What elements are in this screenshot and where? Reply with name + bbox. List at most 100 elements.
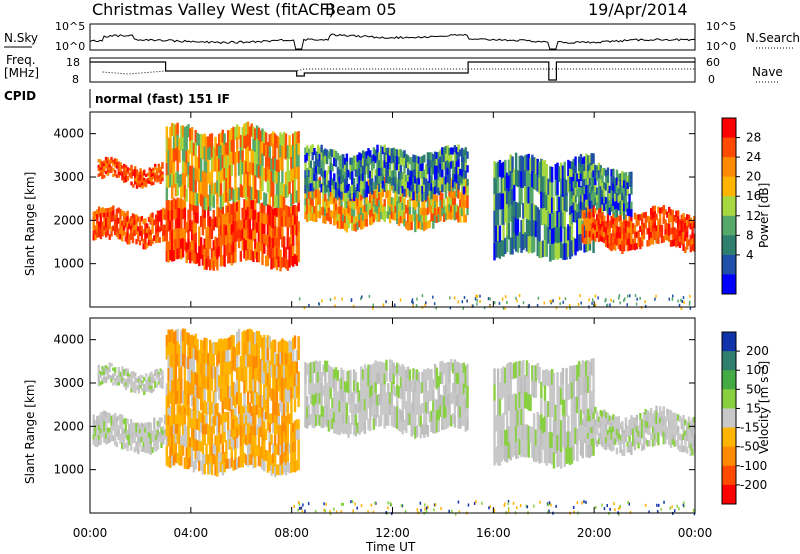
scatter-cell	[176, 171, 179, 184]
scatter-cell	[297, 231, 300, 242]
scatter-cell	[275, 464, 279, 476]
scatter-cell	[417, 163, 421, 172]
scatter-cell	[232, 231, 235, 243]
scatter-cell	[388, 183, 392, 191]
scatter-cell	[331, 397, 334, 409]
noise-speck	[334, 296, 336, 300]
scatter-cell	[442, 199, 446, 207]
scatter-cell	[399, 366, 403, 378]
scatter-cell	[361, 220, 365, 229]
scatter-cell	[608, 207, 611, 216]
scatter-cell	[266, 204, 270, 215]
scatter-cell	[446, 383, 449, 396]
scatter-cell	[414, 403, 417, 416]
scatter-cell	[277, 444, 280, 456]
scatter-cell	[583, 218, 586, 226]
scatter-cell	[198, 421, 201, 432]
scatter-cell	[329, 418, 332, 430]
scatter-cell	[99, 438, 103, 445]
scatter-cell	[230, 151, 234, 165]
scatter-cell	[292, 256, 295, 267]
scatter-cell	[178, 368, 181, 382]
scatter-cell	[232, 439, 235, 451]
scatter-cell	[160, 442, 163, 449]
scatter-cell	[424, 423, 428, 435]
scatter-cell	[410, 157, 413, 165]
scatter-cell	[541, 208, 545, 225]
scatter-cell	[150, 168, 153, 173]
scatter-cell	[379, 372, 383, 384]
scatter-cell	[307, 169, 311, 178]
scatter-cell	[257, 211, 261, 223]
scatter-cell	[448, 383, 451, 395]
scatter-cell	[216, 378, 219, 392]
scatter-cell	[549, 245, 552, 262]
scatter-cell	[354, 414, 358, 426]
scatter-cell	[550, 213, 554, 230]
scatter-cell	[450, 392, 453, 405]
scatter-cell	[110, 415, 113, 422]
scatter-cell	[103, 421, 106, 427]
scatter-cell	[214, 379, 217, 393]
scatter-cell	[286, 183, 289, 198]
scatter-cell	[194, 243, 197, 254]
scatter-cell	[266, 360, 270, 374]
scatter-cell	[349, 199, 352, 209]
scatter-cell	[133, 166, 137, 170]
scatter-cell	[228, 213, 232, 224]
scatter-cell	[433, 179, 437, 188]
scatter-cell	[599, 235, 602, 242]
scatter-cell	[232, 419, 235, 430]
scatter-cell	[513, 393, 516, 410]
scatter-cell	[178, 218, 181, 229]
scatter-cell	[361, 173, 365, 182]
scatter-cell	[223, 412, 226, 423]
scatter-cell	[189, 456, 192, 467]
scatter-cell	[617, 188, 620, 197]
scatter-cell	[163, 208, 167, 215]
scatter-cell	[297, 154, 300, 168]
scatter-cell	[507, 207, 511, 224]
scatter-cell	[160, 427, 163, 433]
scatter-cell	[171, 406, 174, 417]
scatter-cell	[343, 381, 347, 392]
scatter-cell	[212, 209, 215, 221]
scatter-cell	[630, 209, 633, 218]
scatter-cell	[595, 202, 599, 210]
scatter-cell	[313, 174, 316, 182]
scatter-cell	[394, 183, 397, 192]
scatter-cell	[563, 194, 566, 212]
scatter-cell	[318, 190, 322, 198]
scatter-cell	[595, 172, 599, 181]
scatter-cell	[221, 400, 224, 414]
scatter-cell	[246, 455, 250, 467]
scatter-cell	[592, 233, 595, 240]
scatter-cell	[97, 420, 101, 426]
scatter-cell	[406, 207, 410, 216]
scatter-cell	[340, 421, 343, 433]
scatter-cell	[403, 204, 406, 213]
scatter-cell	[180, 208, 183, 220]
scatter-cell	[290, 352, 293, 365]
scatter-cell	[183, 435, 187, 447]
scatter-cell	[565, 243, 568, 260]
scatter-cell	[281, 183, 284, 197]
scatter-cell	[92, 439, 95, 445]
scatter-cell	[219, 452, 223, 463]
scatter-cell	[502, 381, 505, 398]
scatter-cell	[135, 380, 139, 384]
scatter-cell	[374, 414, 377, 427]
scatter-cell	[133, 230, 136, 236]
scatter-cell	[92, 235, 95, 241]
scatter-cell	[246, 423, 250, 435]
scatter-cell	[664, 209, 667, 215]
scatter-cell	[608, 193, 611, 201]
scatter-cell	[142, 238, 145, 245]
scatter-cell	[295, 235, 299, 247]
scatter-cell	[171, 220, 174, 231]
scatter-cell	[181, 228, 185, 239]
scatter-cell	[207, 401, 210, 415]
scatter-cell	[112, 376, 115, 380]
scatter-cell	[511, 188, 514, 206]
scatter-cell	[613, 227, 617, 234]
